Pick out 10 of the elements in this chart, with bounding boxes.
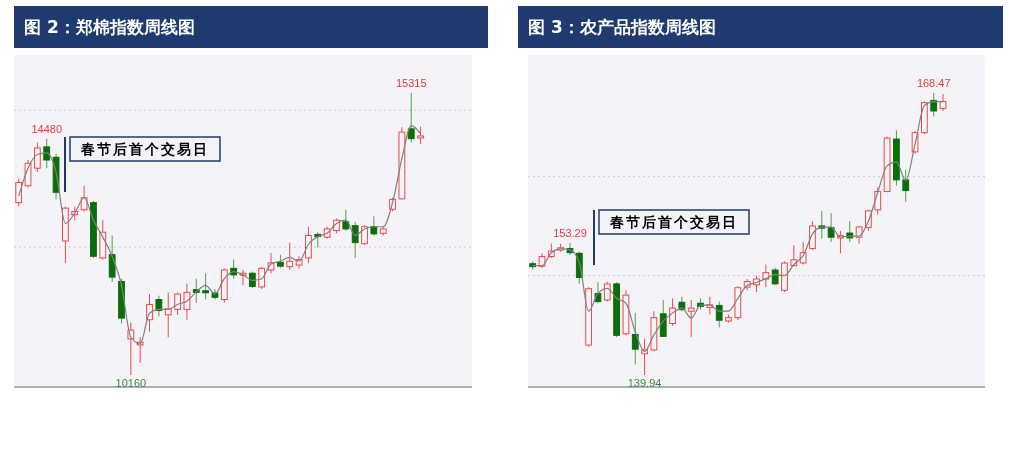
annotation: 168.47 [916,77,951,89]
chart-title: 图 2：郑棉指数周线图 [24,17,195,37]
annotation: 139.94 [627,377,662,389]
annotation: 春节后首个交易日 [80,141,209,157]
annotation: 春节后首个交易日 [609,214,738,230]
annotation: 10160 [115,377,147,389]
chart-title: 图 3：农产品指数周线图 [528,17,716,37]
annotation: 14480 [31,122,63,135]
annotation: 153.29 [553,227,587,240]
annotation: 15315 [395,77,427,89]
